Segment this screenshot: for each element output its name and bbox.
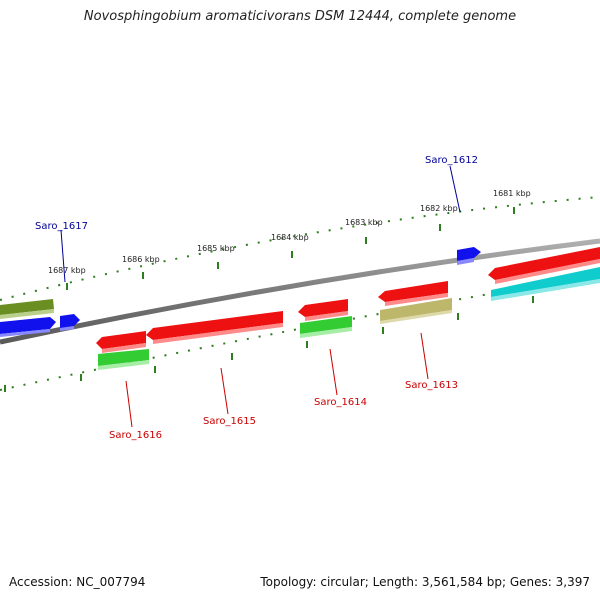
gene-saro-1617 bbox=[60, 314, 80, 331]
major-ticks bbox=[4, 207, 534, 392]
gene-label-saro-1612: Saro_1612 bbox=[425, 155, 478, 166]
label-leaders bbox=[60, 165, 461, 428]
gene-saro-1613-top bbox=[378, 281, 448, 306]
kbp-label-1685: 1685 kbp bbox=[197, 244, 235, 253]
kbp-label-1683: 1683 kbp bbox=[345, 218, 383, 227]
map-title: Novosphingobium aromaticivorans DSM 1244… bbox=[83, 9, 517, 24]
gene-cyan-right bbox=[491, 267, 600, 301]
tick-track-inner bbox=[0, 274, 600, 391]
gene-saro-1614-bottom bbox=[300, 316, 352, 338]
genome-backbone bbox=[0, 238, 600, 345]
gene-label-saro-1613: Saro_1613 bbox=[405, 380, 458, 391]
kbp-label-1681: 1681 kbp bbox=[493, 189, 531, 198]
gene-label-saro-1615: Saro_1615 bbox=[203, 416, 256, 427]
genome-stats-label: Topology: circular; Length: 3,561,584 bp… bbox=[260, 575, 590, 589]
kbp-label-1684: 1684 kbp bbox=[271, 233, 309, 242]
gene-saro-1613-bottom bbox=[380, 298, 452, 324]
gene-saro-1615 bbox=[146, 311, 283, 344]
kbp-label-1687: 1687 kbp bbox=[48, 266, 86, 275]
gene-label-saro-1616: Saro_1616 bbox=[109, 430, 162, 441]
gene-saro-1616-top bbox=[96, 331, 146, 353]
gene-label-saro-1617: Saro_1617 bbox=[35, 221, 88, 232]
gene-olive-left bbox=[0, 299, 54, 319]
gene-saro-1614-top bbox=[298, 299, 348, 321]
gene-saro-1612 bbox=[457, 247, 481, 265]
accession-label: Accession: NC_007794 bbox=[9, 575, 146, 589]
gene-saro-1616-bottom bbox=[98, 349, 149, 370]
gene-blue-left bbox=[0, 317, 56, 337]
kbp-label-1686: 1686 kbp bbox=[122, 255, 160, 264]
gene-red-right bbox=[488, 247, 600, 284]
kbp-label-1682: 1682 kbp bbox=[420, 204, 458, 213]
gene-label-saro-1614: Saro_1614 bbox=[314, 397, 367, 408]
